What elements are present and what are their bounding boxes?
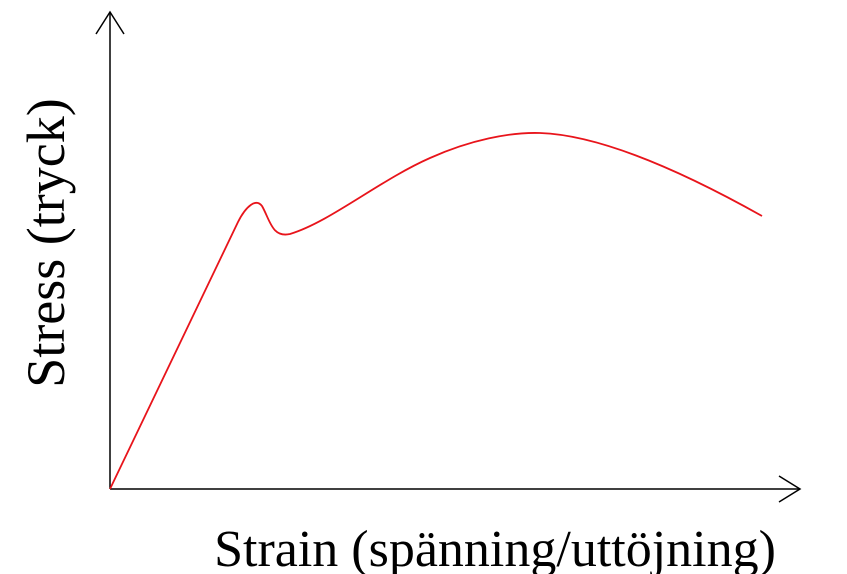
- y-axis-label: Stress (tryck): [16, 98, 76, 387]
- x-axis-label: Strain (spänning/uttöjning): [214, 521, 776, 574]
- x-axis-arrow: [778, 475, 802, 503]
- y-axis-arrow: [95, 10, 125, 35]
- stress-strain-curve: [109, 132, 763, 490]
